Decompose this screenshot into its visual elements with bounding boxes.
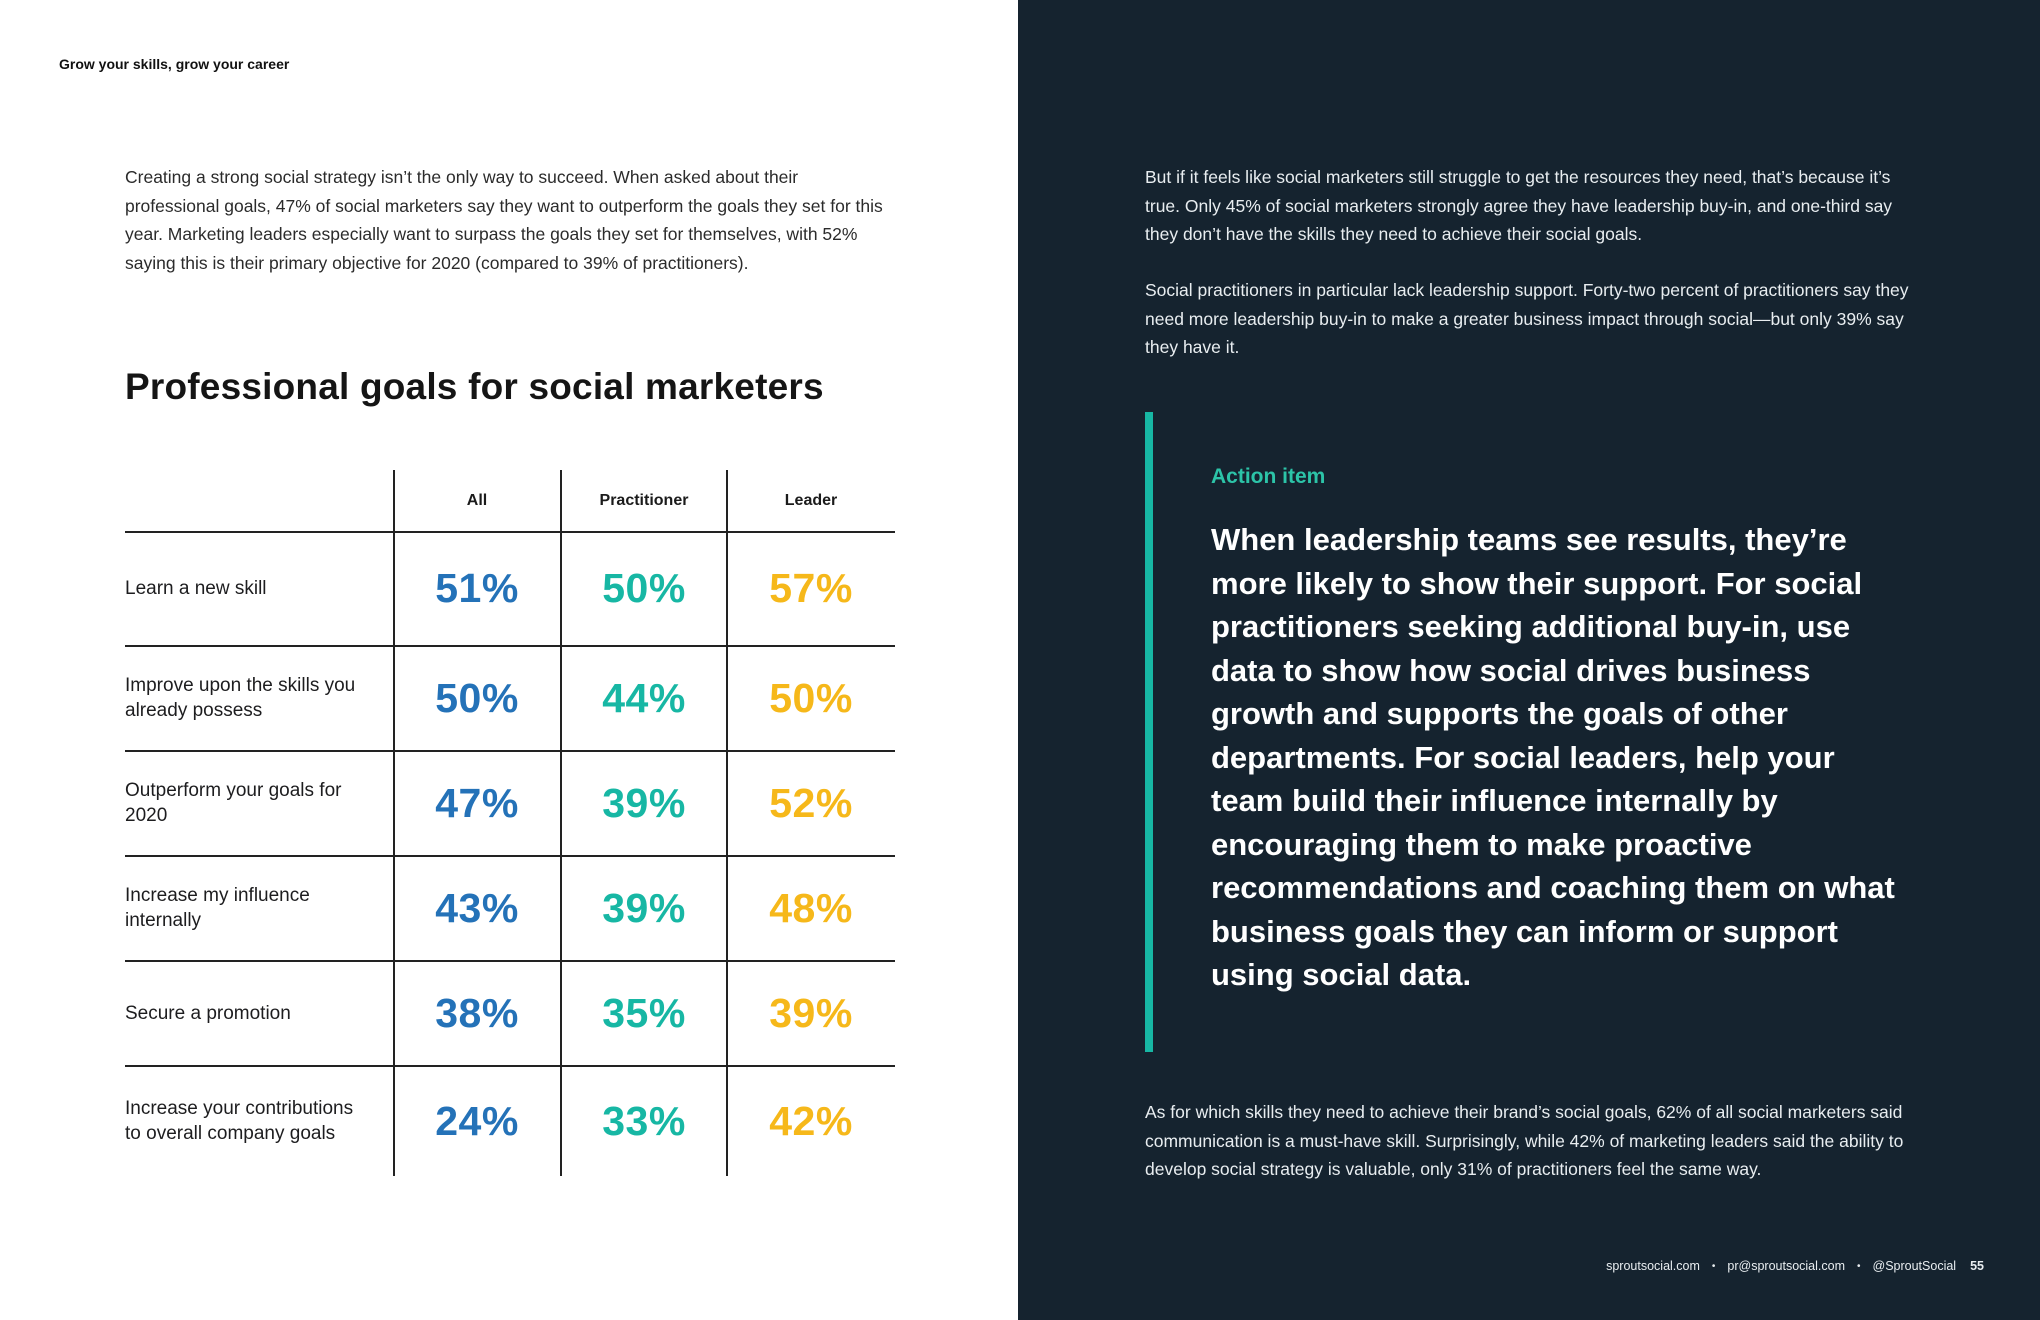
right-page: [1018, 0, 2040, 1320]
table-row: Improve upon the skills you already poss…: [125, 646, 895, 750]
row-divider: [125, 645, 895, 647]
value-all: 43%: [435, 884, 519, 931]
row-divider: [125, 960, 895, 962]
row-label: Outperform your goals for 2020: [125, 780, 342, 826]
column-header-all: All: [466, 492, 488, 509]
row-label: Secure a promotion: [125, 1002, 291, 1024]
footer-social-handle[interactable]: @SproutSocial: [1872, 1259, 1957, 1273]
value-all: 47%: [435, 779, 519, 826]
row-divider: [125, 1065, 895, 1067]
row-divider: [125, 750, 895, 752]
action-item-accent-bar: [1145, 412, 1153, 1052]
row-divider: [125, 855, 895, 857]
column-divider: [560, 470, 562, 1176]
value-leader: 42%: [769, 1097, 853, 1144]
value-leader: 52%: [769, 779, 853, 826]
value-practitioner: 35%: [602, 989, 686, 1036]
footer-separator: •: [1857, 1260, 1861, 1272]
footer-email-link[interactable]: pr@sproutsocial.com: [1727, 1259, 1845, 1273]
value-all: 38%: [435, 989, 519, 1036]
action-item-body: When leadership teams see results, they’…: [1211, 522, 1895, 992]
right-paragraph-2: Social practitioners in particular lack …: [1145, 280, 1909, 357]
right-paragraph-1: But if it feels like social marketers st…: [1145, 167, 1893, 244]
value-practitioner: 50%: [602, 565, 686, 611]
row-label: Improve upon the skills you already poss…: [125, 675, 356, 721]
value-practitioner: 44%: [602, 674, 686, 721]
row-divider: [125, 531, 895, 533]
value-leader: 57%: [769, 565, 853, 611]
chart-title: Professional goals for social marketers: [125, 366, 824, 407]
value-all: 50%: [435, 674, 519, 721]
column-divider: [393, 470, 395, 1176]
column-header-leader: Leader: [784, 492, 838, 509]
table-row: Outperform your goals for 2020 47% 39% 5…: [125, 751, 895, 855]
intro-paragraph: Creating a strong social strategy isn’t …: [125, 167, 883, 273]
page-number: 55: [1970, 1259, 1984, 1273]
column-header-practitioner: Practitioner: [599, 492, 689, 509]
value-leader: 39%: [769, 989, 853, 1036]
right-paragraph-3: As for which skills they need to achieve…: [1145, 1102, 1904, 1179]
value-all: 51%: [435, 565, 519, 611]
action-item-label: Action item: [1211, 465, 1326, 488]
value-practitioner: 33%: [602, 1097, 686, 1144]
footer-website-link[interactable]: sproutsocial.com: [1606, 1259, 1700, 1273]
footer: sproutsocial.com • pr@sproutsocial.com •…: [1606, 1259, 1984, 1273]
table-row: Secure a promotion 38% 35% 39%: [125, 961, 895, 1065]
left-page: [0, 0, 1018, 1320]
running-header: Grow your skills, grow your career: [59, 56, 290, 72]
row-label: Increase my influence internally: [125, 885, 310, 931]
table-row: Increase my influence internally 43% 39%…: [125, 856, 895, 960]
row-label: Learn a new skill: [125, 578, 267, 599]
value-practitioner: 39%: [602, 884, 686, 931]
footer-separator: •: [1711, 1260, 1716, 1272]
table-row: Increase your contributions to overall c…: [125, 1066, 895, 1176]
value-leader: 48%: [769, 884, 853, 931]
row-label: Increase your contributions to overall c…: [125, 1098, 354, 1144]
value-practitioner: 39%: [602, 779, 686, 826]
value-leader: 50%: [769, 674, 853, 721]
column-divider: [726, 470, 728, 1176]
table-row: Learn a new skill 51% 50% 57%: [125, 532, 895, 645]
value-all: 24%: [435, 1097, 519, 1144]
